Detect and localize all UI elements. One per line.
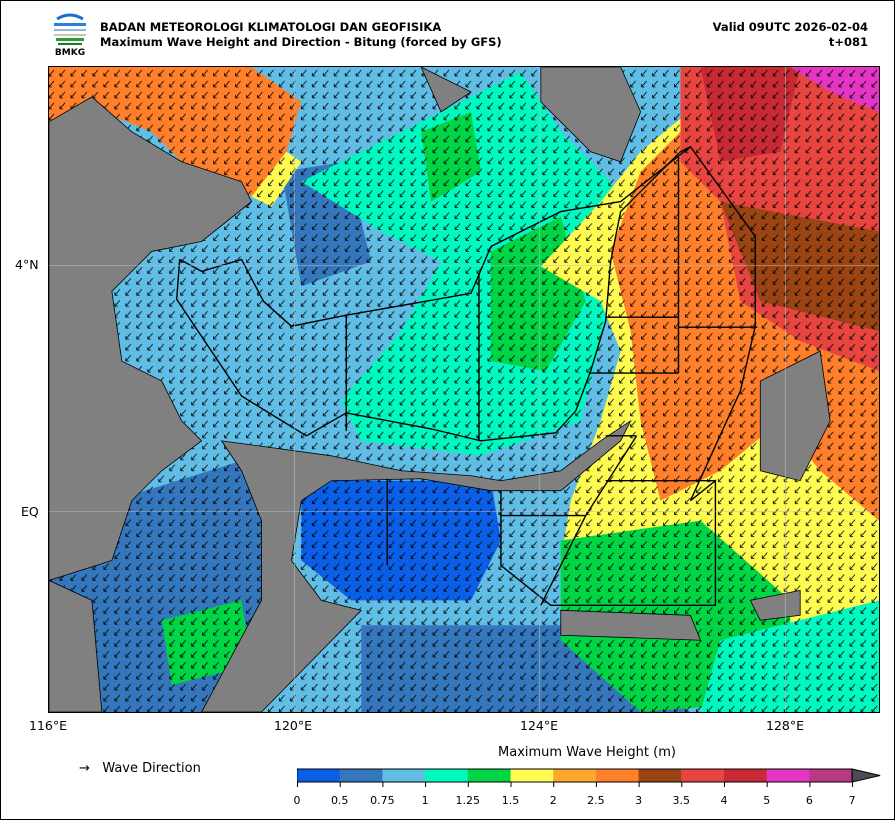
colorbar-swatch: [339, 769, 383, 782]
colorbar-tick-label: 1.5: [501, 794, 520, 807]
land-island-se: [749, 589, 801, 621]
colorbar-swatch: [553, 769, 597, 782]
colorbar-tick-label: 2.5: [587, 794, 605, 807]
forecast-area-boundaries: [175, 145, 758, 607]
bmkg-logo: BMKG: [54, 13, 86, 57]
colorbar-outline: [297, 768, 853, 783]
colorbar-tick-label: 2: [549, 794, 557, 807]
colorbar-tick-label: 4: [720, 794, 728, 807]
land: [49, 67, 831, 712]
colorbar-swatch: [724, 769, 768, 782]
colorbar-extend-arrow: [851, 768, 881, 783]
land-mindanao: [540, 67, 642, 163]
lon-tick: 116°E: [29, 718, 68, 733]
land-sw: [49, 579, 103, 712]
valid-time: Valid 09UTC 2026-02-04: [712, 20, 868, 34]
colorbar: [297, 768, 881, 787]
colorbar-tick-label: 6: [805, 794, 813, 807]
lon-tick: 124°E: [520, 718, 559, 733]
colorbar-tick-label: 5: [763, 794, 771, 807]
land-borneo: [49, 96, 253, 581]
wave-direction-label: Wave Direction: [102, 761, 201, 776]
colorbar-swatch: [510, 769, 554, 782]
colorbar-title: Maximum Wave Height (m): [498, 745, 676, 760]
colorbar-swatch: [638, 769, 682, 782]
lead-time: t+081: [828, 35, 868, 49]
colorbar-swatch: [297, 769, 341, 782]
land-north-island: [420, 67, 472, 113]
agency-name: BADAN METEOROLOGI KLIMATOLOGI DAN GEOFIS…: [100, 20, 442, 34]
map-title: Maximum Wave Height and Direction - Bitu…: [100, 35, 502, 49]
colorbar-swatch: [809, 769, 853, 782]
lat-tick: 4°N: [15, 257, 39, 272]
colorbar-tick-label: 0.75: [370, 794, 395, 807]
colorbar-tick-label: 1: [421, 794, 429, 807]
colorbar-swatch: [382, 769, 426, 782]
wave-height-map[interactable]: [48, 66, 880, 713]
colorbar-tick-label: 0.5: [330, 794, 349, 807]
land-halmahera: [759, 350, 831, 482]
colorbar-tick-label: 3.5: [672, 794, 691, 807]
gridlines: [49, 67, 879, 712]
land-sulawesi: [201, 419, 632, 712]
colorbar-swatch: [681, 769, 725, 782]
colorbar-tick-label: 1.25: [455, 794, 481, 807]
colorbar-tick-label: 7: [848, 794, 856, 807]
colorbar-swatch: [595, 769, 640, 782]
colorbar-swatch: [425, 769, 469, 782]
lat-tick: EQ: [21, 504, 39, 519]
land-banggai-sula: [560, 609, 702, 641]
colorbar-swatch: [766, 769, 810, 782]
wave-direction-legend: → Wave Direction: [79, 761, 201, 776]
arrow-icon: →: [79, 761, 90, 776]
lon-tick: 128°E: [766, 718, 805, 733]
colorbar-swatch: [467, 769, 511, 782]
colorbar-tick-label: 3: [635, 794, 643, 807]
colorbar-tick-label: 0: [293, 794, 301, 807]
logo-text: BMKG: [55, 48, 85, 57]
lon-tick: 120°E: [274, 718, 313, 733]
